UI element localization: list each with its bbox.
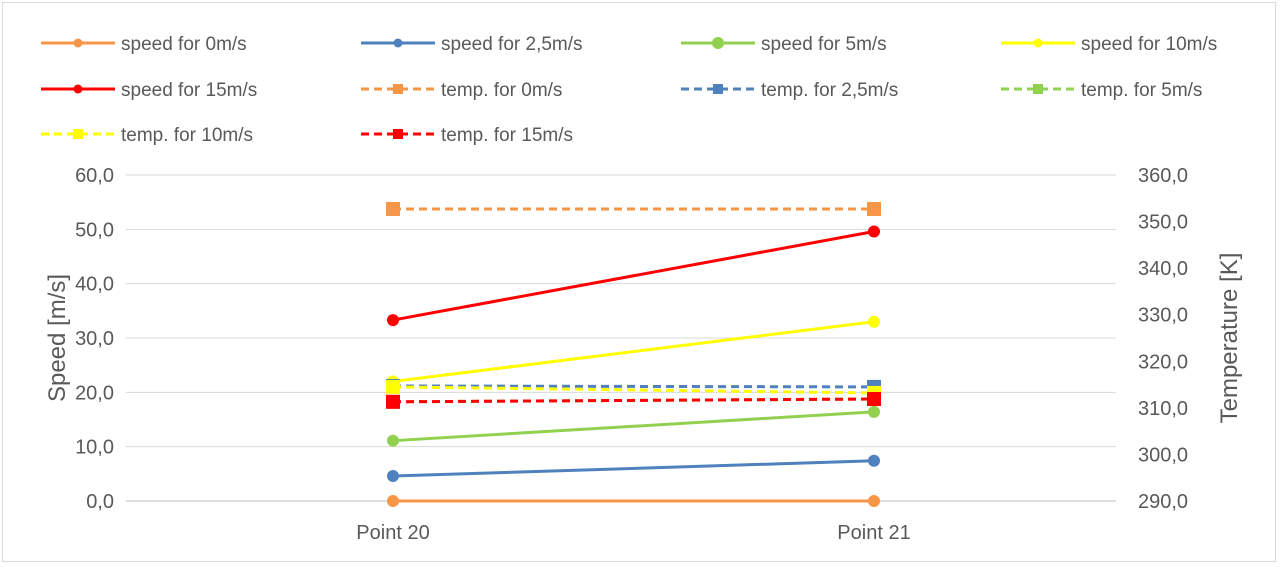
legend-marker-temp-for-0m-s	[393, 84, 403, 94]
y-tick-label: 60,0	[75, 165, 114, 187]
legend-marker-speed-for-10m-s	[1033, 38, 1043, 48]
series-line-speed-for-10m-s	[392, 320, 875, 383]
data-point-speed-for-10m-s	[868, 315, 880, 328]
data-point-speed-for-5m-s	[387, 434, 399, 447]
series-line-temp-for-2-5m-s	[392, 384, 875, 389]
y2-tick-label: 300,0	[1138, 444, 1188, 466]
series-line-speed-for-5m-s	[392, 410, 875, 443]
legend-label: temp. for 0m/s	[441, 80, 562, 101]
legend-label: speed for 2,5m/s	[441, 34, 583, 55]
legend-marker-speed-for-0m-s	[73, 38, 83, 48]
data-point-speed-for-2-5m-s	[868, 454, 880, 467]
line-chart: 0,0 10,0 20,0 30,0 40,0 50,0 60,0 290,0 300,0 310…	[41, 34, 1243, 544]
y2-tick-label: 320,0	[1138, 351, 1188, 373]
y-tick-label: 10,0	[75, 437, 114, 459]
legend-marker-speed-for-5m-s	[712, 37, 724, 49]
data-point-speed-for-0m-s	[868, 495, 880, 507]
legend-label: speed for 5m/s	[761, 34, 887, 55]
y-tick-label: 50,0	[75, 219, 114, 241]
y-tick-label: 20,0	[75, 382, 114, 404]
legend-label: temp. for 15m/s	[441, 125, 573, 146]
data-point-temp-for-15m-s	[867, 392, 881, 407]
legend-marker-temp-for-15m-s	[393, 129, 403, 139]
data-point-temp-for-10m-s	[386, 379, 400, 394]
y-tick-label: 40,0	[75, 274, 114, 296]
series-line-temp-for-10m-s	[392, 385, 875, 395]
x-tick-label: Point 21	[837, 522, 910, 544]
y2-tick-label: 310,0	[1138, 398, 1188, 420]
y2-tick-label: 330,0	[1138, 305, 1188, 327]
series-line-speed-for-15m-s	[392, 230, 875, 322]
legend-label: speed for 10m/s	[1081, 34, 1217, 55]
y2-tick-label: 360,0	[1138, 165, 1188, 187]
legend-label: temp. for 2,5m/s	[761, 80, 898, 101]
legend-marker-temp-for-2-5m-s	[713, 84, 723, 94]
legend-marker-temp-for-5m-s	[1033, 84, 1043, 94]
legend-marker-temp-for-10m-s	[73, 129, 83, 139]
legend-label: speed for 0m/s	[121, 34, 247, 55]
y2-axis-title: Temperature [K]	[1216, 253, 1243, 424]
x-tick-label: Point 20	[356, 522, 429, 544]
series-line-temp-for-15m-s	[392, 397, 875, 404]
y-tick-label: 30,0	[75, 328, 114, 350]
data-point-speed-for-0m-s	[387, 495, 399, 507]
y-axis-title: Speed [m/s]	[44, 274, 71, 402]
data-point-temp-for-0m-s	[386, 201, 400, 216]
y-tick-label: 0,0	[86, 491, 114, 513]
legend-label: temp. for 10m/s	[121, 125, 253, 146]
y2-tick-label: 350,0	[1138, 212, 1188, 234]
series-line-speed-for-2-5m-s	[392, 459, 875, 478]
legend-marker-speed-for-15m-s	[73, 84, 83, 94]
data-point-speed-for-5m-s	[868, 405, 880, 418]
y2-tick-label: 290,0	[1138, 491, 1188, 513]
legend-label: temp. for 5m/s	[1081, 80, 1202, 101]
data-point-speed-for-15m-s	[868, 225, 880, 238]
data-point-temp-for-15m-s	[386, 394, 400, 409]
y2-tick-label: 340,0	[1138, 258, 1188, 280]
data-point-temp-for-0m-s	[867, 201, 881, 216]
data-point-speed-for-15m-s	[387, 314, 399, 327]
legend-marker-speed-for-2-5m-s	[393, 38, 403, 48]
legend-label: speed for 15m/s	[121, 80, 257, 101]
data-point-speed-for-2-5m-s	[387, 470, 399, 483]
